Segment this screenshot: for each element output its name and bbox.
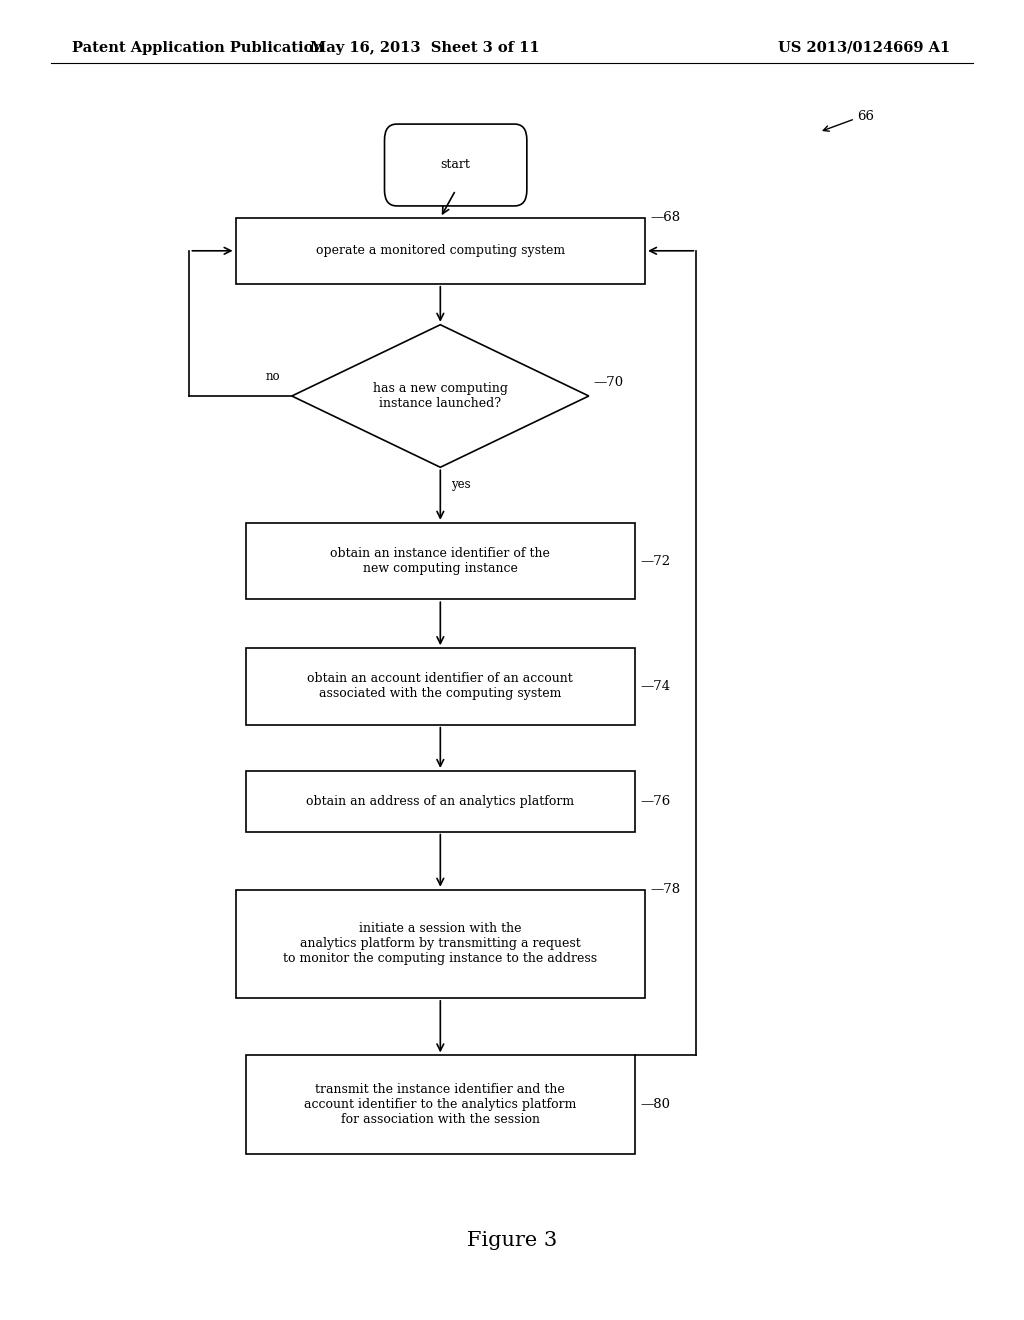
Bar <box>246 771 635 832</box>
Text: —68: —68 <box>650 211 680 224</box>
Text: no: no <box>266 370 281 383</box>
Text: yes: yes <box>451 478 471 491</box>
Text: Patent Application Publication: Patent Application Publication <box>72 41 324 54</box>
FancyBboxPatch shape <box>385 124 526 206</box>
Text: —72: —72 <box>640 554 670 568</box>
Text: —74: —74 <box>640 680 670 693</box>
Text: obtain an account identifier of an account
associated with the computing system: obtain an account identifier of an accou… <box>307 672 573 701</box>
Text: 66: 66 <box>857 110 873 123</box>
Text: initiate a session with the
analytics platform by transmitting a request
to moni: initiate a session with the analytics pl… <box>284 923 597 965</box>
Bar <box>236 890 645 998</box>
Text: Figure 3: Figure 3 <box>467 1232 557 1250</box>
Bar <box>236 218 645 284</box>
Text: —70: —70 <box>594 376 624 389</box>
Text: transmit the instance identifier and the
account identifier to the analytics pla: transmit the instance identifier and the… <box>304 1084 577 1126</box>
Text: operate a monitored computing system: operate a monitored computing system <box>315 244 565 257</box>
Polygon shape <box>292 325 589 467</box>
Text: —78: —78 <box>650 883 680 896</box>
Text: obtain an address of an analytics platform: obtain an address of an analytics platfo… <box>306 795 574 808</box>
Text: —80: —80 <box>640 1098 670 1111</box>
Text: has a new computing
instance launched?: has a new computing instance launched? <box>373 381 508 411</box>
Bar <box>246 648 635 725</box>
Bar <box>246 523 635 599</box>
Text: obtain an instance identifier of the
new computing instance: obtain an instance identifier of the new… <box>331 546 550 576</box>
Text: May 16, 2013  Sheet 3 of 11: May 16, 2013 Sheet 3 of 11 <box>310 41 540 54</box>
Text: start: start <box>440 158 471 172</box>
Text: —76: —76 <box>640 795 671 808</box>
Bar <box>246 1056 635 1154</box>
Text: US 2013/0124669 A1: US 2013/0124669 A1 <box>778 41 950 54</box>
